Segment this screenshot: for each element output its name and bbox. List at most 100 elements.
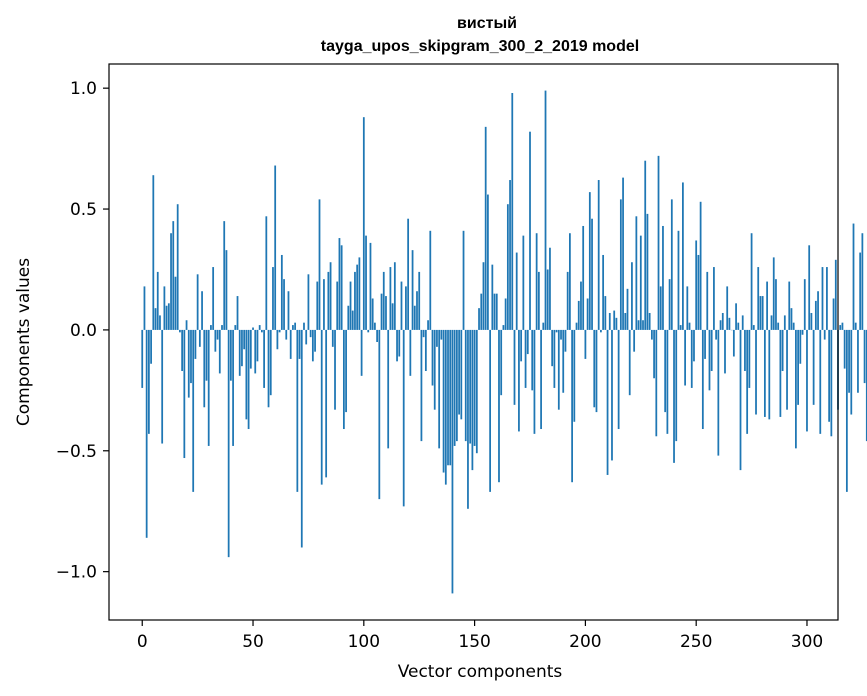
bar — [619, 199, 622, 330]
bar — [522, 235, 525, 330]
bar — [416, 291, 418, 330]
bar — [533, 329, 536, 434]
bar — [340, 245, 343, 330]
bar — [788, 281, 791, 330]
bar — [227, 329, 230, 558]
bar — [300, 329, 303, 548]
bar — [254, 329, 257, 374]
bar — [626, 288, 629, 330]
bar — [509, 180, 511, 330]
bar — [724, 329, 726, 374]
bar — [172, 221, 175, 330]
bar — [766, 281, 768, 330]
bar — [664, 329, 667, 413]
bar — [371, 298, 374, 330]
bar — [673, 329, 675, 463]
bar — [345, 329, 347, 413]
bar — [854, 322, 857, 330]
bar — [405, 286, 407, 330]
bar — [648, 312, 651, 330]
bar — [582, 225, 585, 330]
bar — [327, 271, 330, 330]
bar — [524, 329, 527, 388]
bar — [801, 329, 804, 335]
bar — [737, 322, 740, 330]
bar — [642, 320, 644, 330]
bar — [795, 329, 797, 449]
bar — [252, 327, 254, 330]
bar — [613, 310, 616, 330]
bar — [515, 252, 518, 330]
bar — [218, 329, 221, 374]
y-tick-label: 0.0 — [70, 321, 97, 341]
bar — [402, 329, 405, 507]
bar — [783, 315, 786, 330]
bar — [487, 194, 489, 330]
bar — [708, 329, 711, 391]
bar — [622, 177, 624, 330]
bar — [311, 329, 314, 362]
bar — [688, 322, 691, 330]
bar — [808, 245, 811, 330]
bar — [668, 279, 671, 330]
bar — [438, 329, 441, 449]
bar — [566, 271, 569, 330]
bar — [526, 329, 529, 355]
bar — [338, 238, 341, 330]
bar — [786, 329, 788, 410]
bar — [484, 126, 487, 330]
bar — [686, 286, 689, 330]
bar — [456, 329, 458, 442]
bar — [356, 264, 359, 330]
bar — [216, 329, 219, 340]
bar — [329, 262, 332, 330]
bar — [511, 93, 514, 330]
bar — [278, 329, 281, 333]
bar — [221, 325, 223, 330]
bar — [763, 329, 766, 417]
bar — [644, 160, 647, 330]
bar — [735, 303, 737, 330]
bar — [376, 329, 378, 342]
bar — [247, 329, 250, 430]
bar — [196, 274, 199, 330]
bar — [551, 329, 554, 367]
y-tick-label: −1.0 — [56, 563, 97, 583]
bar — [241, 329, 243, 367]
bar — [400, 281, 403, 330]
bar — [424, 329, 427, 372]
bar — [775, 279, 777, 330]
bar — [303, 322, 305, 330]
bar — [757, 267, 760, 330]
bar — [460, 329, 463, 420]
bar — [407, 218, 410, 330]
bar — [606, 329, 609, 475]
bar — [701, 329, 704, 430]
bar — [391, 303, 394, 330]
bar — [571, 329, 573, 483]
bar — [693, 329, 695, 362]
x-tick-label: 150 — [458, 632, 490, 652]
bar — [535, 233, 538, 330]
bar — [584, 329, 587, 359]
y-tick-label: 1.0 — [70, 79, 97, 99]
bar — [232, 329, 234, 446]
bar — [631, 262, 633, 330]
bar — [624, 312, 627, 330]
bar — [287, 291, 290, 330]
x-tick-label: 0 — [137, 632, 148, 652]
bar — [617, 329, 620, 430]
bar — [646, 213, 649, 330]
bar — [845, 329, 848, 492]
bar — [274, 165, 277, 330]
bar — [143, 286, 146, 330]
bar — [495, 293, 498, 330]
bar — [223, 221, 226, 330]
bar — [360, 329, 363, 376]
bar — [544, 90, 547, 330]
bar — [790, 308, 793, 330]
bar — [249, 329, 252, 369]
bar — [861, 233, 864, 330]
bar — [777, 322, 780, 330]
bar — [506, 204, 509, 330]
